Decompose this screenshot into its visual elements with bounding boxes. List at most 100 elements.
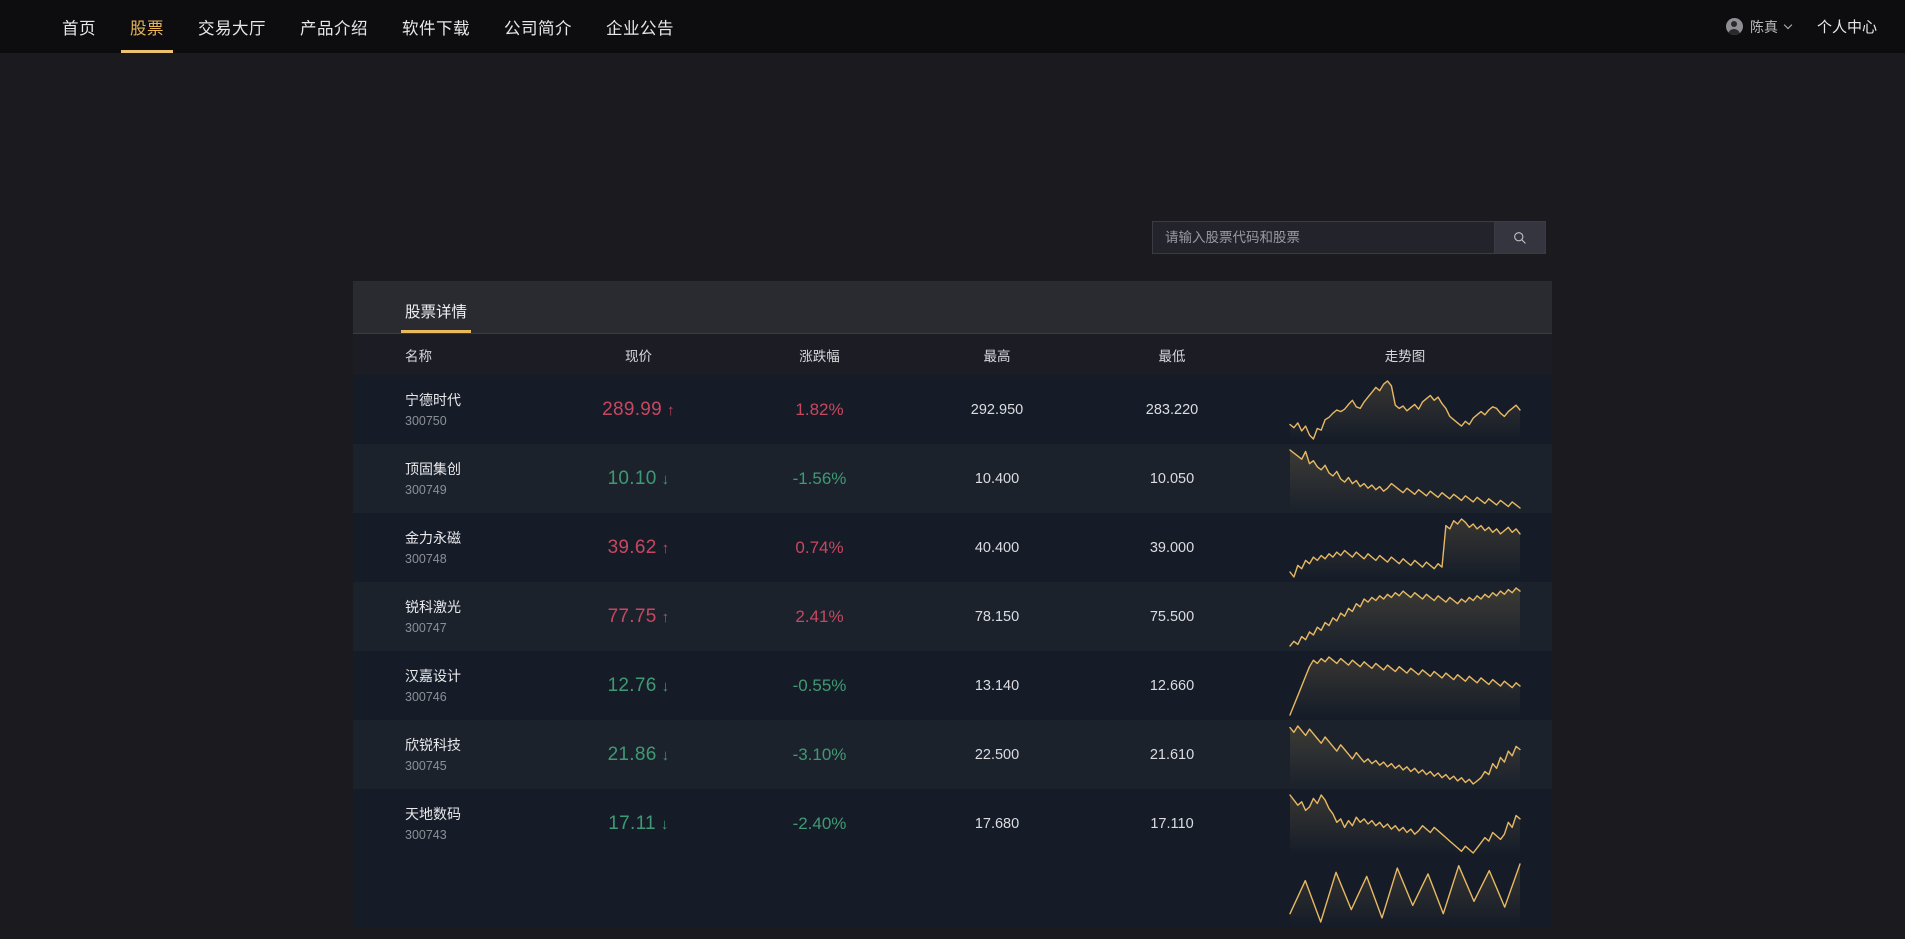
stock-code: 300746 xyxy=(405,690,447,705)
stock-detail-panel: 股票详情 名称 现价 涨跌幅 最高 最低 走势图 宁德时代 300750 289… xyxy=(353,281,1552,927)
cell-change: -0.55% xyxy=(731,651,908,720)
stock-name: 锐科激光 xyxy=(405,598,461,615)
current-price: 12.76 ↓ xyxy=(607,674,670,696)
cell-name: 欣锐科技 300745 xyxy=(353,720,546,789)
high-price: 10.400 xyxy=(974,470,1020,487)
cell-high: 17.680 xyxy=(908,789,1086,858)
table-header-row: 名称 现价 涨跌幅 最高 最低 走势图 xyxy=(353,334,1552,375)
cell-change: -2.40% xyxy=(731,789,908,858)
stock-code: 300747 xyxy=(405,621,447,636)
cell-low xyxy=(1086,858,1258,927)
arrow-down-icon: ↓ xyxy=(660,815,669,833)
nav-item-announcements[interactable]: 企业公告 xyxy=(606,19,674,38)
arrow-down-icon: ↓ xyxy=(661,470,670,488)
nav-item-about[interactable]: 公司简介 xyxy=(504,19,572,38)
trend-sparkline xyxy=(1289,379,1521,442)
high-price: 13.140 xyxy=(974,677,1020,694)
user-center-link[interactable]: 个人中心 xyxy=(1816,19,1877,36)
change-percent: 2.41% xyxy=(795,606,844,626)
nav-item-trading-hall[interactable]: 交易大厅 xyxy=(198,19,266,38)
change-percent: -1.56% xyxy=(792,468,847,488)
current-price: 39.62 ↑ xyxy=(607,536,670,558)
cell-change xyxy=(731,858,908,927)
search-input[interactable] xyxy=(1152,221,1494,254)
low-price: 75.500 xyxy=(1149,608,1195,625)
cell-name: 汉嘉设计 300746 xyxy=(353,651,546,720)
stock-table-body: 宁德时代 300750 289.99 ↑ 1.82% 292.950 283.22… xyxy=(353,375,1552,927)
low-price: 10.050 xyxy=(1149,470,1195,487)
trend-sparkline xyxy=(1289,448,1521,511)
cell-high: 40.400 xyxy=(908,513,1086,582)
cell-trend xyxy=(1258,513,1552,582)
stock-name: 欣锐科技 xyxy=(405,736,461,753)
user-menu[interactable]: 陈真 xyxy=(1725,17,1793,37)
trend-sparkline xyxy=(1289,862,1521,925)
table-row[interactable]: 锐科激光 300747 77.75 ↑ 2.41% 78.150 75.500 xyxy=(353,582,1552,651)
low-price: 283.220 xyxy=(1145,401,1199,418)
nav-item-downloads[interactable]: 软件下载 xyxy=(402,19,470,38)
current-price: 289.99 ↑ xyxy=(602,398,675,420)
change-percent: -0.55% xyxy=(792,675,847,695)
column-header-trend: 走势图 xyxy=(1258,334,1552,375)
stock-code: 300748 xyxy=(405,552,447,567)
table-row[interactable] xyxy=(353,858,1552,927)
cell-price: 10.10 ↓ xyxy=(546,444,731,513)
search-button[interactable] xyxy=(1494,221,1546,254)
high-price: 292.950 xyxy=(970,401,1024,418)
cell-trend xyxy=(1258,375,1552,444)
panel-tab-bar: 股票详情 xyxy=(353,281,1552,334)
table-row[interactable]: 宁德时代 300750 289.99 ↑ 1.82% 292.950 283.22… xyxy=(353,375,1552,444)
cell-trend xyxy=(1258,858,1552,927)
current-price: 21.86 ↓ xyxy=(607,743,670,765)
stock-name: 宁德时代 xyxy=(405,391,461,408)
stock-table-head: 名称 现价 涨跌幅 最高 最低 走势图 xyxy=(353,334,1552,375)
cell-trend xyxy=(1258,789,1552,858)
cell-low: 75.500 xyxy=(1086,582,1258,651)
trend-sparkline xyxy=(1289,517,1521,580)
cell-low: 39.000 xyxy=(1086,513,1258,582)
tab-stock-detail[interactable]: 股票详情 xyxy=(400,300,472,333)
main-nav: 首页 股票 交易大厅 产品介绍 软件下载 公司简介 企业公告 xyxy=(45,0,691,53)
trend-sparkline xyxy=(1289,655,1521,718)
page-body: 股票详情 名称 现价 涨跌幅 最高 最低 走势图 宁德时代 300750 289… xyxy=(0,53,1905,939)
table-row[interactable]: 金力永磁 300748 39.62 ↑ 0.74% 40.400 39.000 xyxy=(353,513,1552,582)
cell-change: -1.56% xyxy=(731,444,908,513)
cell-name xyxy=(353,858,546,927)
top-nav-right: 陈真 个人中心 xyxy=(1725,0,1905,53)
stock-table: 名称 现价 涨跌幅 最高 最低 走势图 宁德时代 300750 289.99 ↑ … xyxy=(353,334,1552,927)
column-header-high: 最高 xyxy=(908,334,1086,375)
high-price: 17.680 xyxy=(974,815,1020,832)
table-row[interactable]: 顶固集创 300749 10.10 ↓ -1.56% 10.400 10.050 xyxy=(353,444,1552,513)
nav-item-products[interactable]: 产品介绍 xyxy=(300,19,368,38)
cell-high: 78.150 xyxy=(908,582,1086,651)
cell-price: 77.75 ↑ xyxy=(546,582,731,651)
cell-name: 宁德时代 300750 xyxy=(353,375,546,444)
cell-name: 顶固集创 300749 xyxy=(353,444,546,513)
stock-code: 300750 xyxy=(405,414,447,429)
high-price: 40.400 xyxy=(974,539,1020,556)
cell-change: -3.10% xyxy=(731,720,908,789)
top-navigation-bar: 首页 股票 交易大厅 产品介绍 软件下载 公司简介 企业公告 陈真 个人中心 xyxy=(0,0,1905,53)
high-price: 78.150 xyxy=(974,608,1020,625)
change-percent: 1.82% xyxy=(795,399,844,419)
cell-trend xyxy=(1258,444,1552,513)
column-header-low: 最低 xyxy=(1086,334,1258,375)
column-header-price: 现价 xyxy=(546,334,731,375)
table-row[interactable]: 欣锐科技 300745 21.86 ↓ -3.10% 22.500 21.610 xyxy=(353,720,1552,789)
cell-price: 21.86 ↓ xyxy=(546,720,731,789)
cell-high: 292.950 xyxy=(908,375,1086,444)
trend-sparkline xyxy=(1289,793,1521,856)
cell-name: 天地数码 300743 xyxy=(353,789,546,858)
nav-item-stocks[interactable]: 股票 xyxy=(113,0,181,53)
stock-name: 顶固集创 xyxy=(405,460,461,477)
stock-name: 金力永磁 xyxy=(405,529,461,546)
nav-item-home[interactable]: 首页 xyxy=(62,19,96,38)
low-price: 12.660 xyxy=(1149,677,1195,694)
cell-price: 12.76 ↓ xyxy=(546,651,731,720)
table-row[interactable]: 汉嘉设计 300746 12.76 ↓ -0.55% 13.140 12.660 xyxy=(353,651,1552,720)
change-percent: 0.74% xyxy=(795,537,844,557)
arrow-up-icon: ↑ xyxy=(661,539,670,557)
cell-high xyxy=(908,858,1086,927)
cell-trend xyxy=(1258,582,1552,651)
table-row[interactable]: 天地数码 300743 17.11 ↓ -2.40% 17.680 17.110 xyxy=(353,789,1552,858)
